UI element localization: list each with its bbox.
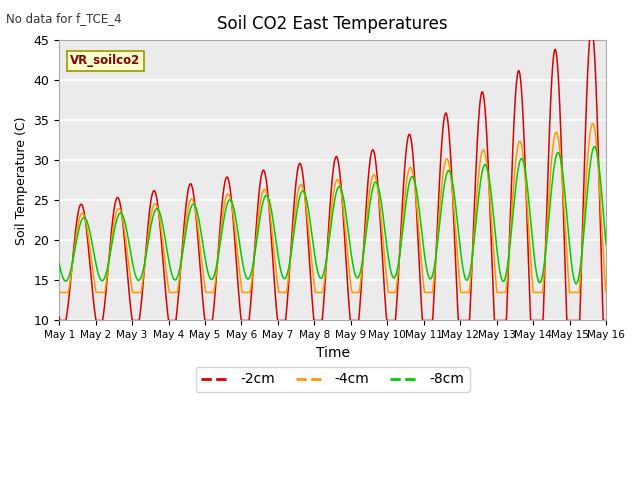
Legend: -2cm, -4cm, -8cm: -2cm, -4cm, -8cm [196,367,470,392]
Text: No data for f_TCE_4: No data for f_TCE_4 [6,12,122,25]
X-axis label: Time: Time [316,346,349,360]
Title: Soil CO2 East Temperatures: Soil CO2 East Temperatures [218,15,448,33]
Y-axis label: Soil Temperature (C): Soil Temperature (C) [15,116,28,244]
Text: VR_soilco2: VR_soilco2 [70,54,140,67]
